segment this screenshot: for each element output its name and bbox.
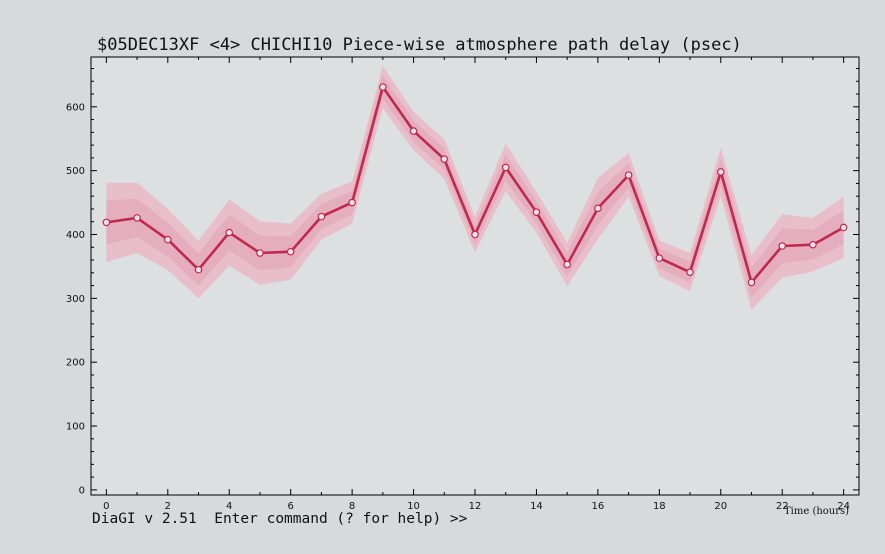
x-tick-label: 12: [469, 501, 482, 512]
plot-frame: [90, 56, 860, 496]
y-tick-label: 500: [66, 166, 85, 177]
y-tick-label: 300: [66, 294, 85, 305]
marker-layer: [102, 83, 848, 287]
x-tick-label: 2: [165, 501, 171, 512]
y-tick-label: 100: [66, 422, 85, 433]
data-point: [716, 168, 725, 176]
x-tick-label: 24: [837, 501, 850, 512]
x-tick-label: 0: [103, 501, 109, 512]
y-tick-label: 200: [66, 358, 85, 369]
data-point: [809, 240, 817, 249]
data-point: [379, 83, 387, 91]
data-point: [594, 204, 602, 213]
data-point: [501, 163, 510, 172]
data-point: [286, 247, 295, 256]
x-tick-label: 20: [714, 501, 727, 512]
y-tick-label: 600: [66, 102, 85, 113]
x-tick-label: 8: [349, 501, 355, 512]
error-band-inner: [106, 75, 844, 298]
data-point: [624, 171, 633, 179]
data-point: [686, 268, 694, 276]
y-tick-label: 400: [66, 230, 85, 241]
data-point: [532, 208, 541, 216]
data-point: [839, 223, 848, 232]
x-tick-label: 22: [776, 501, 789, 512]
data-point: [194, 265, 203, 274]
data-point: [225, 228, 234, 237]
data-point: [440, 155, 449, 163]
data-point: [133, 214, 141, 222]
data-point: [348, 198, 356, 207]
data-point: [471, 230, 479, 239]
x-tick-label: 4: [226, 501, 232, 512]
x-tick-label: 10: [407, 501, 420, 512]
x-tick-label: 6: [287, 501, 293, 512]
x-axis-label: Time (hours): [784, 506, 849, 517]
x-tick-label: 16: [592, 501, 605, 512]
data-point: [102, 218, 111, 227]
command-prompt[interactable]: DiaGI v 2.51 Enter command (? for help) …: [92, 511, 468, 527]
data-point: [317, 212, 326, 221]
x-tick-label: 14: [530, 501, 543, 512]
data-point: [655, 254, 664, 262]
data-point: [778, 242, 787, 250]
data-point: [563, 260, 571, 269]
data-point: [164, 235, 172, 244]
y-tick-label: 0: [79, 485, 85, 496]
chart-title: $05DEC13XF <4> CHICHI10 Piece-wise atmos…: [97, 35, 742, 55]
x-tick-label: 18: [653, 501, 666, 512]
data-point: [409, 127, 418, 135]
data-point: [747, 278, 756, 287]
data-point: [256, 249, 264, 257]
